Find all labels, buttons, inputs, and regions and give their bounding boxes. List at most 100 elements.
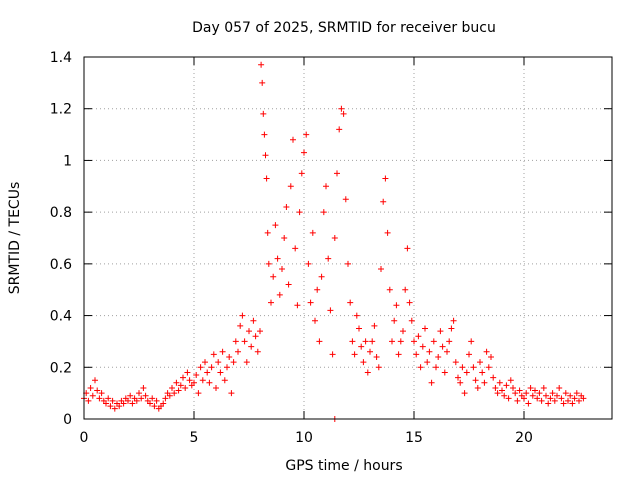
data-point [514, 397, 521, 404]
data-point [371, 322, 378, 329]
data-point [323, 183, 329, 190]
data-point [265, 260, 272, 267]
data-point [250, 317, 257, 324]
data-point [331, 235, 338, 241]
data-point [380, 198, 387, 205]
data-point [191, 379, 197, 386]
data-point [169, 384, 175, 391]
data-point [243, 359, 250, 366]
data-point [217, 369, 224, 376]
data-point [386, 286, 393, 293]
data-point [261, 131, 268, 138]
data-point [512, 390, 519, 397]
data-point [314, 286, 321, 293]
data-point [292, 245, 299, 252]
data-point [127, 392, 134, 399]
data-point [492, 384, 499, 391]
data-point [395, 351, 402, 358]
x-tick-label: 15 [405, 430, 423, 446]
data-point [406, 299, 413, 306]
data-point [274, 255, 281, 262]
data-point [391, 317, 398, 324]
data-point [580, 395, 587, 402]
data-point [510, 384, 516, 391]
data-point [257, 328, 263, 335]
data-point [129, 400, 136, 407]
data-point [136, 390, 142, 397]
data-point [98, 390, 105, 397]
data-point [501, 392, 508, 399]
data-point [466, 351, 472, 358]
data-points [81, 61, 587, 422]
data-point [543, 392, 549, 399]
data-point [175, 387, 182, 394]
data-point [186, 377, 193, 384]
data-point [254, 348, 261, 355]
data-point [111, 405, 118, 412]
data-point [171, 390, 178, 397]
data-point [107, 403, 114, 410]
data-point [382, 175, 389, 182]
data-point [571, 395, 578, 402]
data-point [477, 359, 483, 366]
data-point [259, 79, 266, 86]
data-point [483, 348, 490, 355]
data-point [536, 390, 543, 397]
data-point [199, 377, 206, 384]
data-point [147, 400, 153, 407]
data-point [294, 302, 301, 309]
data-point [576, 397, 582, 404]
data-point [224, 364, 230, 371]
data-point [125, 397, 131, 404]
data-point [499, 387, 505, 394]
data-point [309, 229, 316, 236]
data-point [481, 379, 488, 386]
data-point [307, 299, 314, 306]
data-point [89, 392, 96, 399]
y-tick-label: 0.2 [50, 360, 72, 376]
y-tick-label: 1.2 [50, 102, 72, 118]
data-point [215, 359, 222, 366]
data-point [415, 333, 422, 340]
data-point [87, 384, 94, 391]
data-point [290, 136, 296, 143]
data-point [285, 281, 292, 288]
data-point [393, 302, 400, 309]
data-point [551, 397, 558, 404]
data-point [96, 395, 103, 402]
data-point [554, 392, 560, 399]
data-point [219, 348, 226, 355]
data-point [507, 377, 514, 384]
data-point [452, 359, 459, 366]
data-point [316, 338, 323, 345]
data-point [565, 397, 571, 404]
data-point [430, 338, 437, 345]
data-point [116, 403, 123, 410]
data-point [488, 353, 494, 360]
data-point [133, 397, 140, 404]
y-tick-label: 0 [63, 412, 72, 428]
data-point [312, 317, 318, 324]
data-point [345, 260, 351, 267]
data-point [262, 152, 269, 159]
data-point [349, 338, 356, 345]
y-axis-label: SRMTID / TECUs [7, 182, 23, 295]
data-point [455, 374, 461, 381]
data-point [94, 387, 101, 394]
data-point [268, 299, 274, 306]
data-point [258, 61, 265, 68]
data-point [303, 131, 310, 138]
data-point [210, 351, 217, 358]
grid [84, 57, 612, 419]
data-point [177, 382, 184, 389]
data-point [364, 369, 371, 376]
data-point [342, 196, 349, 203]
y-tick-label: 1.4 [50, 50, 72, 66]
data-point [516, 387, 523, 394]
data-point [538, 397, 545, 404]
data-point [241, 338, 248, 345]
data-point [248, 343, 255, 350]
data-point [213, 384, 219, 391]
data-point [351, 351, 358, 358]
